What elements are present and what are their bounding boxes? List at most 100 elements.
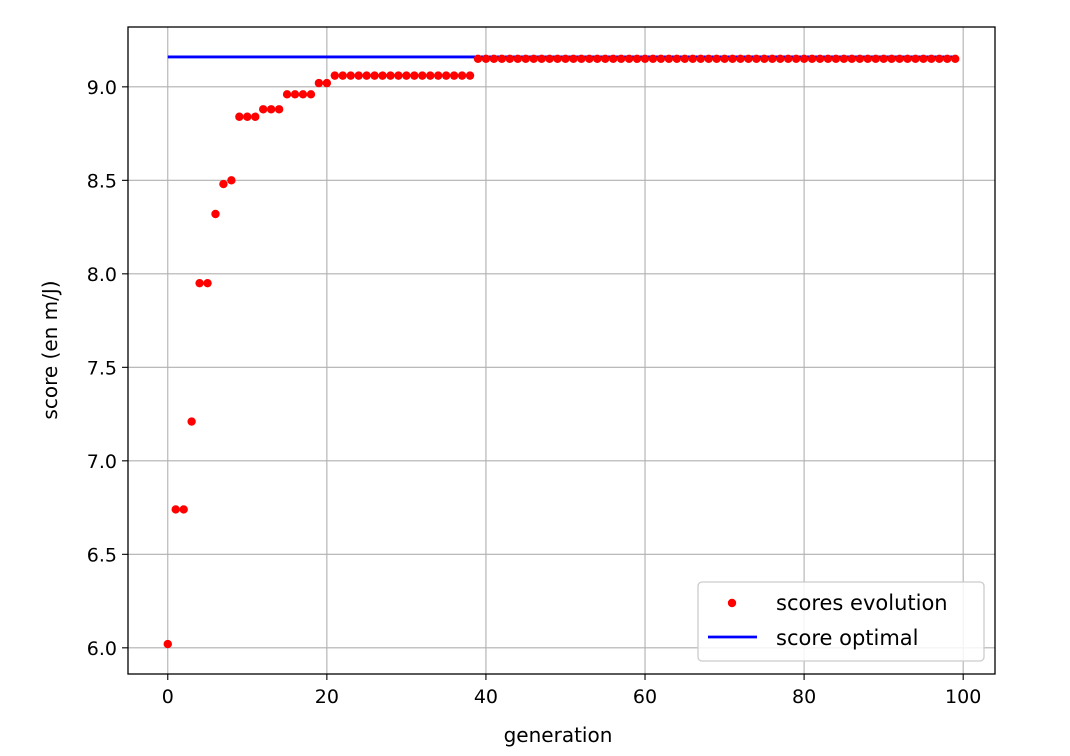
data-point xyxy=(783,54,793,63)
data-point xyxy=(505,54,514,63)
data-point xyxy=(370,71,379,80)
data-point xyxy=(243,112,252,121)
data-point xyxy=(195,278,204,288)
data-point xyxy=(481,54,491,63)
data-point xyxy=(545,54,554,63)
legend-marker-scores-evolution xyxy=(727,598,737,608)
data-point xyxy=(895,54,904,63)
data-point xyxy=(688,54,697,63)
data-point xyxy=(473,54,483,63)
data-point xyxy=(887,54,896,63)
data-point xyxy=(346,71,355,80)
data-point xyxy=(632,54,642,63)
data-point xyxy=(386,71,395,80)
data-point xyxy=(760,54,769,63)
data-point xyxy=(943,54,952,63)
y-tick-label: 7.0 xyxy=(87,451,117,473)
y-axis-label: score (en m/J) xyxy=(38,280,62,419)
data-point xyxy=(616,54,626,63)
data-point xyxy=(927,54,936,63)
data-point xyxy=(577,54,586,63)
y-tick-label: 9.0 xyxy=(87,77,117,99)
data-point xyxy=(187,417,196,426)
data-point xyxy=(831,54,841,63)
data-point xyxy=(171,505,180,514)
data-point xyxy=(815,54,825,63)
legend-label-score-optimal: score optimal xyxy=(776,626,919,650)
data-point xyxy=(219,179,228,189)
data-point xyxy=(266,105,276,114)
data-point xyxy=(513,54,522,63)
data-point xyxy=(235,112,244,121)
data-point xyxy=(664,54,674,63)
data-point xyxy=(553,54,562,63)
data-point xyxy=(449,71,459,80)
data-point xyxy=(306,90,316,99)
y-tick-label: 8.5 xyxy=(87,170,117,192)
data-point xyxy=(298,90,308,99)
plot-background xyxy=(128,27,995,674)
data-point xyxy=(935,54,944,63)
data-point xyxy=(640,54,650,63)
data-point xyxy=(441,71,451,80)
data-point xyxy=(871,54,880,63)
legend-label-scores-evolution: scores evolution xyxy=(776,591,948,615)
series-layer xyxy=(163,54,960,649)
x-tick-label: 0 xyxy=(162,686,174,708)
data-point xyxy=(227,176,236,185)
x-tick-label: 20 xyxy=(315,686,339,708)
data-point xyxy=(704,54,713,63)
data-point xyxy=(648,54,658,63)
data-point xyxy=(489,54,499,63)
data-point xyxy=(720,54,729,63)
data-point xyxy=(259,105,268,114)
y-tick-label: 7.5 xyxy=(87,357,117,379)
data-point xyxy=(879,54,888,63)
data-point xyxy=(752,54,761,63)
data-point xyxy=(624,54,634,63)
plot-frame xyxy=(127,26,996,675)
data-point xyxy=(465,71,475,80)
data-point xyxy=(601,54,610,63)
data-point xyxy=(457,71,467,80)
data-point xyxy=(712,54,721,63)
data-point xyxy=(911,54,920,63)
data-point xyxy=(354,71,363,80)
data-point xyxy=(696,54,705,63)
y-tick-label: 8.0 xyxy=(87,264,117,286)
legend-frame xyxy=(697,581,985,662)
data-point xyxy=(951,54,960,63)
data-point xyxy=(569,54,578,63)
x-tick-label: 100 xyxy=(945,686,981,708)
data-point xyxy=(593,54,602,63)
x-tick-label: 80 xyxy=(792,686,816,708)
data-point xyxy=(314,78,324,88)
data-point xyxy=(418,71,427,80)
x-axis-label: generation xyxy=(504,723,613,747)
data-point xyxy=(847,54,857,63)
ticks: 0 20 40 60 80 100 6.0 6.5 7.0 7.5 8.0 8.5 9.0 xyxy=(87,77,982,708)
data-point xyxy=(529,54,538,63)
data-point xyxy=(282,90,292,99)
data-point xyxy=(203,278,212,288)
data-point xyxy=(561,54,570,63)
legend: scores evolution score optimal xyxy=(697,581,985,662)
data-point xyxy=(497,54,507,63)
data-point xyxy=(585,54,594,63)
data-point xyxy=(410,71,419,80)
data-point xyxy=(394,71,403,80)
data-point xyxy=(728,54,737,63)
data-point xyxy=(791,54,801,63)
data-point xyxy=(402,71,411,80)
data-point xyxy=(839,54,849,63)
data-point xyxy=(855,54,864,63)
data-point xyxy=(768,54,777,63)
data-point xyxy=(251,112,260,121)
data-point xyxy=(823,54,833,63)
data-point xyxy=(211,209,220,219)
data-point xyxy=(672,54,682,63)
data-point xyxy=(426,71,435,80)
x-tick-label: 60 xyxy=(633,686,657,708)
data-point xyxy=(330,71,340,80)
